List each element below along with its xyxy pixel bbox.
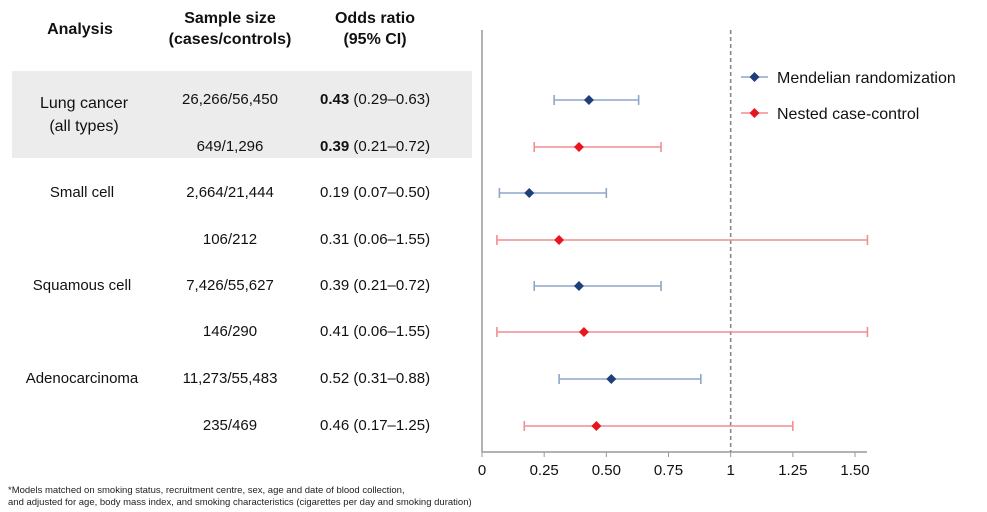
confidence-interval: (0.06–1.55) [349, 323, 431, 340]
odds-ratio-cell: 0.43 (0.29–0.63) [320, 91, 430, 108]
odds-ratio-value: 0.39 [320, 138, 350, 155]
point-estimate-marker [573, 142, 584, 152]
odds-ratio-cell: 0.41 (0.06–1.55) [320, 323, 430, 340]
odds-ratio-value: 0.19 [320, 184, 350, 201]
odds-ratio-value: 0.39 [320, 277, 350, 294]
confidence-interval: (0.21–0.72) [349, 138, 431, 155]
odds-ratio-cell: 0.39 (0.21–0.72) [320, 277, 430, 294]
odds-ratio-cell: 0.39 (0.21–0.72) [320, 138, 430, 155]
legend-label: Mendelian randomization [777, 70, 956, 87]
sample-size-cell: 7,426/55,627 [186, 277, 274, 294]
sample-size-cell: 2,664/21,444 [186, 184, 274, 201]
odds-ratio-cell: 0.31 (0.06–1.55) [320, 231, 430, 248]
x-tick-label: 1.50 [840, 462, 869, 479]
confidence-interval: (0.29–0.63) [349, 91, 431, 108]
confidence-interval: (0.21–0.72) [349, 277, 431, 294]
confidence-interval: (0.06–1.55) [349, 231, 431, 248]
legend-marker [749, 72, 760, 82]
x-tick-label: 1.25 [778, 462, 807, 479]
odds-ratio-value: 0.43 [320, 91, 350, 108]
sample-size-cell: 11,273/55,483 [182, 370, 278, 387]
confidence-interval: (0.31–0.88) [349, 370, 431, 387]
point-estimate-marker [591, 421, 602, 431]
legend-label: Nested case-control [777, 106, 919, 123]
sample-size-cell: 106/212 [202, 231, 258, 248]
sample-size-cell: 146/290 [202, 323, 258, 340]
footnote: *Models matched on smoking status, recru… [8, 485, 472, 508]
odds-ratio-cell: 0.52 (0.31–0.88) [320, 370, 430, 387]
x-tick-label: 0.50 [592, 462, 621, 479]
header-sample-size: Sample size (cases/controls) [168, 10, 292, 48]
confidence-interval: (0.17–1.25) [349, 417, 431, 434]
point-estimate-marker [578, 327, 589, 337]
odds-ratio-value: 0.31 [320, 231, 350, 248]
confidence-interval: (0.07–0.50) [349, 184, 431, 201]
point-estimate-marker [583, 95, 594, 105]
point-estimate-marker [524, 188, 535, 198]
header-analysis: Analysis [47, 21, 113, 38]
lung-cancer-highlight [12, 71, 472, 158]
x-tick-label: 0.75 [654, 462, 683, 479]
row-label: Squamous cell [32, 277, 132, 294]
row-label: Adenocarcinoma [25, 370, 139, 387]
odds-ratio-value: 0.41 [320, 323, 350, 340]
odds-ratio-cell: 0.19 (0.07–0.50) [320, 184, 430, 201]
sample-size-cell: 235/469 [202, 417, 258, 434]
x-tick-label: 0 [478, 462, 486, 479]
odds-ratio-cell: 0.46 (0.17–1.25) [320, 417, 430, 434]
legend-marker [749, 108, 760, 118]
row-label-lung-cancer: Lung cancer (all types) [39, 95, 129, 135]
x-tick-label: 1 [726, 462, 734, 479]
odds-ratio-value: 0.46 [320, 417, 350, 434]
header-odds-ratio: Odds ratio (95% CI) [334, 10, 415, 48]
sample-size-cell: 26,266/56,450 [182, 91, 278, 108]
x-tick-label: 0.25 [530, 462, 559, 479]
point-estimate-marker [554, 235, 565, 245]
odds-ratio-value: 0.52 [320, 370, 350, 387]
point-estimate-marker [573, 281, 584, 291]
sample-size-cell: 649/1,296 [196, 138, 264, 155]
row-label: Small cell [49, 184, 115, 201]
point-estimate-marker [606, 374, 617, 384]
